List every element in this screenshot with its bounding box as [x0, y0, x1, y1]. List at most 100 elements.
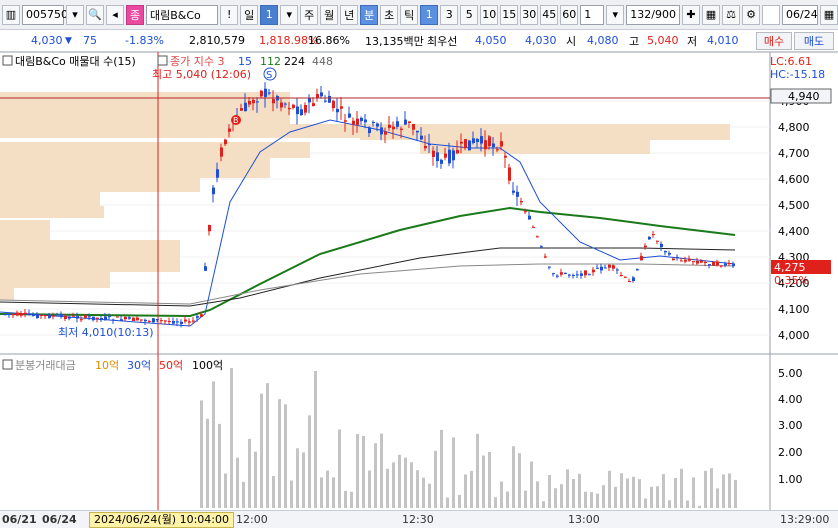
calendar-icon[interactable]: ▦: [820, 4, 838, 25]
minute-30[interactable]: 30: [520, 4, 539, 25]
crosshair-icon[interactable]: ✚: [682, 4, 700, 25]
candle-body: [304, 105, 307, 113]
chart-area[interactable]: 대림B&Co 매물대 수(15) 종가 지수 3 15 112 224 448 …: [0, 51, 838, 528]
candle-body: [532, 226, 535, 228]
candle-body: [688, 258, 691, 261]
profile-bar: [0, 176, 200, 192]
candle-body: [432, 150, 435, 158]
volume-legend-box-icon[interactable]: [2, 359, 13, 370]
minute-10[interactable]: 10: [480, 4, 499, 25]
candle-body: [552, 273, 555, 275]
candle-body: [468, 140, 471, 151]
volume-bar: [692, 477, 695, 508]
candle-body: [528, 215, 531, 220]
stock-name-field[interactable]: 대림B&Co: [146, 4, 219, 25]
candle-body: [564, 272, 567, 274]
minute-15[interactable]: 15: [500, 4, 519, 25]
period-dropdown-icon[interactable]: ▾: [280, 4, 299, 25]
period-year[interactable]: 년: [340, 4, 359, 25]
candle-body: [624, 276, 627, 278]
date-checkbox[interactable]: [762, 4, 780, 25]
candle-body: [508, 167, 511, 181]
sell-button[interactable]: 매도: [794, 32, 834, 50]
best-bid: 4,030: [525, 34, 557, 47]
price-tag-current-label: 4,275: [774, 261, 806, 274]
volume-bar: [248, 438, 251, 508]
compare-icon[interactable]: ⚖: [722, 4, 740, 25]
chart-toolbar: ▥ 005750 ▾ 🔍 ◂ 종 대림B&Co ! 일 1 ▾ 주 월 년 분 …: [0, 0, 838, 30]
prev-stock-icon[interactable]: ◂: [106, 4, 124, 25]
stock-code-input[interactable]: 005750: [22, 4, 68, 25]
multiplier-dropdown-icon[interactable]: ▾: [606, 4, 625, 25]
trade-amount: 13,135백만: [365, 34, 424, 48]
minute-5[interactable]: 5: [460, 4, 479, 25]
volume-bar: [350, 491, 353, 508]
candle-body: [676, 257, 679, 259]
candle-body: [664, 251, 667, 253]
time-label-end: 13:29:00: [780, 513, 830, 526]
search-icon[interactable]: 🔍: [86, 4, 104, 25]
settings-gear-icon[interactable]: ⚙: [742, 4, 760, 25]
legend-box-icon[interactable]: [2, 55, 13, 66]
volume-bar: [530, 461, 533, 508]
open-label: 시: [566, 34, 577, 48]
period-value[interactable]: 1: [260, 4, 279, 25]
chart-menu-icon[interactable]: ▥: [2, 4, 20, 25]
volume-bar: [686, 500, 689, 508]
code-dropdown-icon[interactable]: ▾: [66, 4, 84, 25]
candle-body: [148, 320, 151, 322]
buy-button[interactable]: 매수: [756, 32, 792, 50]
chart-tools-icon[interactable]: ▦: [702, 4, 720, 25]
date-field[interactable]: 06/24: [782, 4, 818, 25]
candle-body: [388, 124, 391, 128]
candle-body: [412, 124, 415, 130]
candle-body: [600, 266, 603, 271]
minute-3[interactable]: 3: [440, 4, 459, 25]
volume-bar: [242, 481, 245, 508]
candle-body: [492, 143, 495, 148]
candle-body: [244, 102, 247, 112]
minute-1[interactable]: 1: [420, 4, 439, 25]
candle-body: [204, 266, 207, 271]
ma-legend-box-icon[interactable]: [157, 55, 168, 66]
volume-bar: [710, 468, 713, 508]
period-tick[interactable]: 틱: [400, 4, 419, 25]
period-minute[interactable]: 분: [360, 4, 379, 25]
minute-60[interactable]: 60: [560, 4, 579, 25]
candle-body: [540, 246, 543, 248]
period-day[interactable]: 일: [240, 4, 259, 25]
multiplier-input[interactable]: 1: [580, 4, 605, 25]
candle-body: [112, 319, 115, 321]
price-tag-pct: 0.35%: [774, 274, 809, 287]
period-month[interactable]: 월: [320, 4, 339, 25]
price-tick: 4,100: [778, 303, 810, 316]
volume-bar: [296, 448, 299, 508]
candle-body: [592, 269, 595, 273]
price-tick: 4,400: [778, 225, 810, 238]
volume-bar: [302, 452, 305, 508]
ma-15-label: 15: [238, 55, 252, 68]
candle-body: [224, 139, 227, 145]
period-week[interactable]: 주: [300, 4, 319, 25]
price-chart-svg[interactable]: 대림B&Co 매물대 수(15) 종가 지수 3 15 112 224 448 …: [0, 51, 838, 528]
moving-averages: [0, 119, 736, 327]
candle-body: [404, 119, 407, 125]
volume-bar: [410, 462, 413, 508]
price-axis-pane: [770, 52, 838, 510]
count-field[interactable]: 132/900: [626, 4, 680, 25]
candle-body: [428, 144, 431, 146]
price-change: 75: [83, 34, 97, 47]
candle-body: [472, 138, 475, 144]
volume-bar: [446, 497, 449, 508]
period-second[interactable]: 초: [380, 4, 399, 25]
volume-bars: [200, 368, 737, 508]
info-button[interactable]: !: [220, 4, 239, 25]
profile-bar: [0, 288, 14, 300]
minute-45[interactable]: 45: [540, 4, 559, 25]
volume-bar: [650, 486, 653, 508]
cursor-time-tooltip: 2024/06/24(월) 10:04:00: [89, 512, 235, 528]
high-note: 최고 5,040 (12:06): [152, 68, 251, 81]
volume-bar: [632, 476, 635, 508]
volume-bar: [518, 453, 521, 508]
volume-bar: [392, 462, 395, 508]
